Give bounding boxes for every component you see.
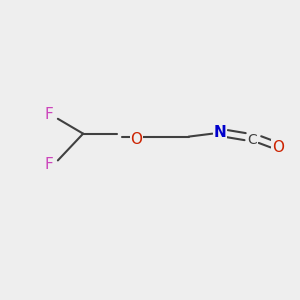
Text: F: F — [45, 158, 53, 172]
Text: O: O — [272, 140, 284, 154]
Text: C: C — [248, 133, 257, 147]
Text: F: F — [45, 107, 53, 122]
Text: O: O — [130, 132, 142, 147]
Text: N: N — [214, 125, 226, 140]
